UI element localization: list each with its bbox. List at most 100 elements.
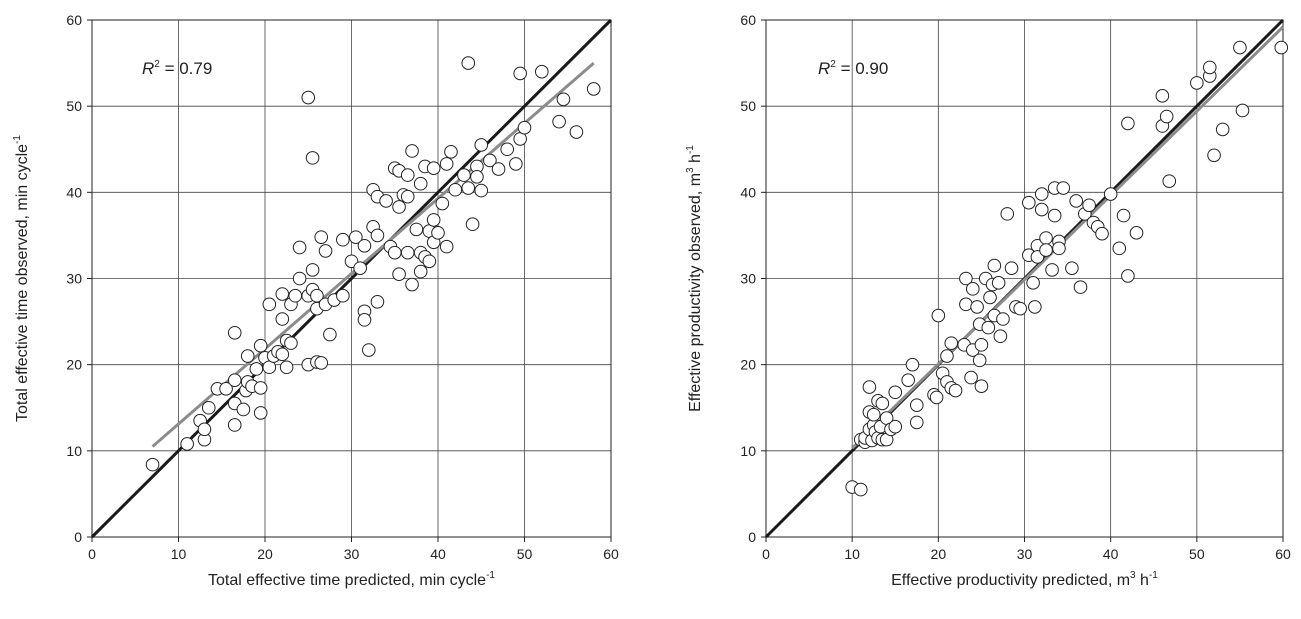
data-point (461, 181, 476, 195)
r2-superscript: 2 (830, 59, 836, 70)
data-point (253, 338, 268, 353)
data-point (944, 336, 959, 350)
regression-line (851, 25, 1285, 450)
x-tick-label: 50 (517, 546, 533, 562)
data-point (240, 349, 255, 363)
data-point (1034, 202, 1049, 217)
data-point (405, 277, 419, 292)
data-point (409, 222, 424, 237)
data-point (284, 336, 298, 350)
data-point (349, 230, 363, 244)
data-point (400, 189, 415, 204)
x-tick-label: 10 (844, 546, 860, 562)
y-axis-label-unit: h (687, 154, 704, 167)
data-point (586, 82, 601, 96)
x-tick-label: 30 (1017, 546, 1033, 562)
y-tick-label: 0 (748, 529, 756, 545)
data-point (552, 114, 566, 129)
x-tick-label: 60 (1275, 546, 1291, 562)
chart-panel-2: 0 10 20 30 40 50 60 0 10 20 30 40 50 60 R2 = 0.90 Effec… (685, 12, 1291, 589)
data-point (305, 263, 320, 277)
data-point (426, 161, 441, 176)
y-tick-label: 60 (740, 12, 756, 28)
data-point (236, 402, 251, 417)
data-point (400, 168, 415, 182)
one-to-one-line (90, 18, 613, 539)
data-point (569, 125, 584, 139)
data-point (292, 240, 307, 255)
data-point (866, 407, 881, 422)
data-point (310, 288, 324, 303)
data-point (1069, 194, 1083, 208)
data-point (470, 170, 484, 184)
r2-symbol: R (818, 59, 830, 78)
data-point (249, 362, 264, 376)
x-axis-label: Effective productivity predicted, m3 h-1 (891, 570, 1158, 589)
y-tick-label: 20 (740, 357, 756, 373)
data-point (1215, 122, 1230, 137)
data-point (1155, 89, 1170, 103)
data-point (1121, 269, 1135, 283)
x-axis-label-sup: -1 (1149, 570, 1158, 581)
y-tick-label: 40 (66, 184, 82, 200)
y-tick-label: 0 (74, 529, 82, 545)
data-point (513, 66, 527, 81)
data-point (1073, 280, 1088, 294)
data-point (314, 356, 329, 370)
data-point (387, 245, 402, 260)
data-point (370, 294, 385, 309)
data-point (392, 267, 406, 281)
chart-panel-1: 0 10 20 30 40 50 60 0 10 20 30 40 50 60 R2 = 0.79 Total… (12, 12, 619, 589)
data-point (483, 153, 497, 168)
data-point (1022, 195, 1036, 210)
x-tick-label: 20 (931, 546, 947, 562)
y-axis-label-sup: -1 (12, 135, 23, 144)
data-point (227, 373, 242, 387)
data-point (888, 385, 903, 400)
data-point (314, 230, 329, 244)
y-axis-label-sup: -1 (685, 145, 696, 154)
r2-value: = 0.90 (836, 59, 888, 78)
data-point (491, 162, 506, 176)
data-point (901, 373, 915, 387)
data-point (400, 245, 415, 260)
x-tick-label: 10 (171, 546, 187, 562)
data-point (517, 120, 532, 135)
data-point (435, 196, 450, 211)
data-point (474, 183, 489, 198)
data-point (1000, 207, 1015, 221)
data-point (413, 176, 428, 191)
data-point (219, 381, 233, 396)
x-axis-label: Total effective time predicted, min cycl… (208, 570, 495, 589)
data-point (959, 297, 973, 312)
data-point (991, 276, 1006, 290)
x-tick-label: 50 (1189, 546, 1205, 562)
data-point (931, 308, 946, 323)
data-point (1065, 261, 1079, 275)
data-point (362, 343, 376, 357)
y-axis-label: Effective productivity observed, m3 h-1 (685, 145, 704, 412)
data-point (305, 151, 320, 165)
y-tick-label: 50 (66, 98, 82, 114)
data-point (336, 288, 350, 303)
data-point (227, 418, 242, 432)
data-point (197, 422, 212, 437)
y-tick-label: 30 (740, 271, 756, 287)
y-tick-label: 10 (66, 443, 82, 459)
data-point (1112, 241, 1127, 256)
data-point (535, 64, 549, 79)
x-tick-label: 40 (430, 546, 446, 562)
data-point (1274, 40, 1289, 55)
y-tick-label: 30 (66, 271, 82, 287)
x-axis-label-text: Effective productivity predicted, m (891, 572, 1130, 589)
data-point (905, 357, 920, 372)
r2-value: = 0.79 (160, 59, 212, 78)
data-point (948, 383, 963, 398)
data-point (145, 457, 160, 472)
data-point (275, 347, 290, 362)
data-point (974, 379, 989, 394)
x-tick-label: 30 (344, 546, 360, 562)
data-point (275, 312, 290, 326)
data-point (981, 320, 996, 335)
